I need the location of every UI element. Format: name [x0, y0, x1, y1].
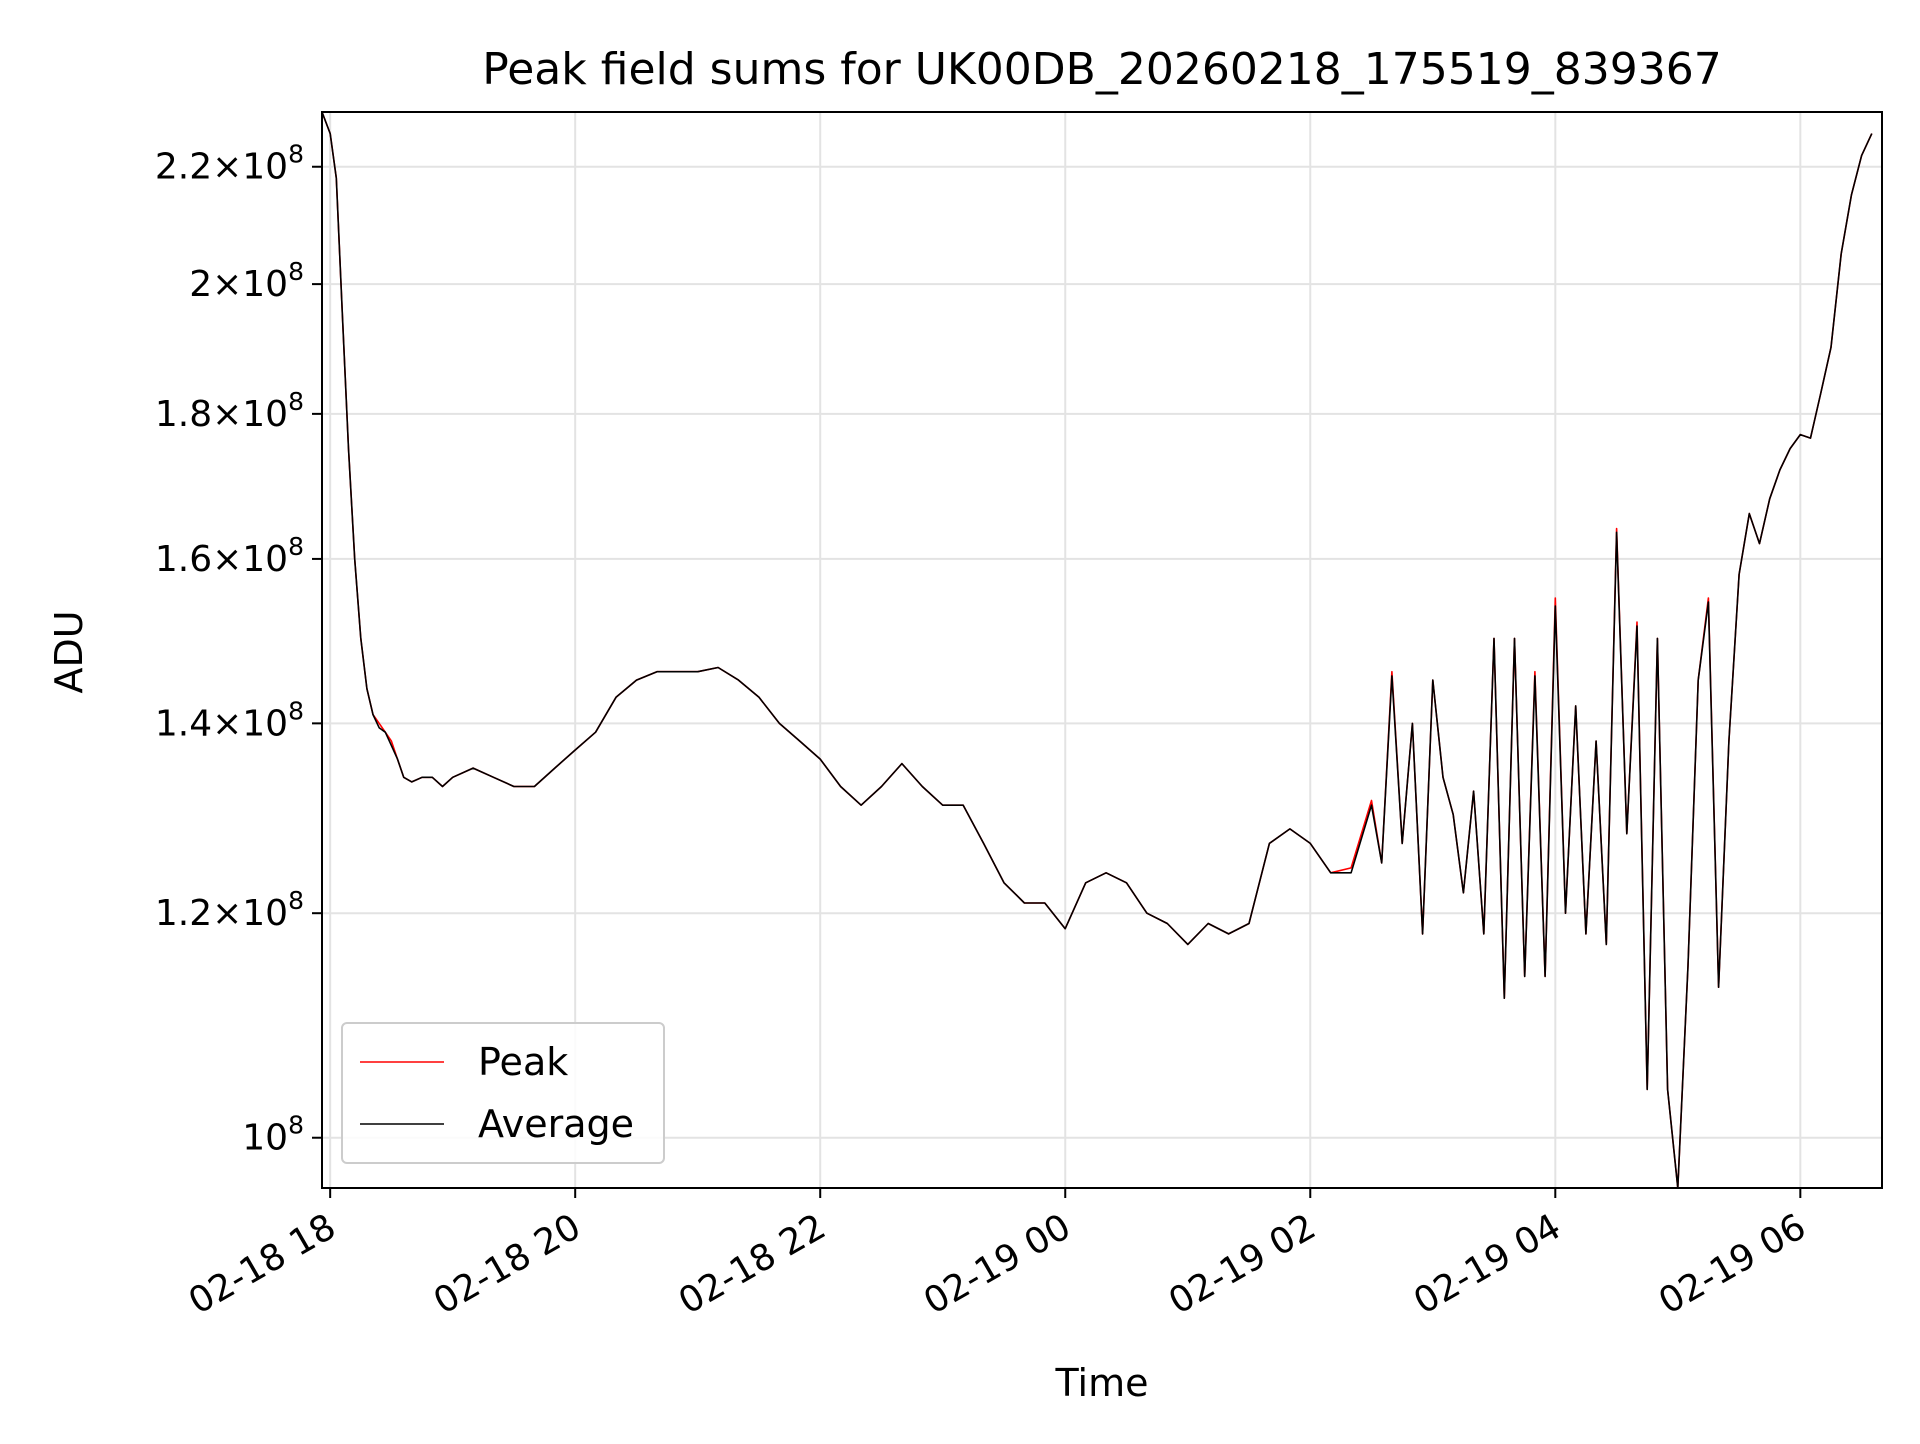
plot-frame: [321, 111, 1883, 1189]
legend-box: [341, 1022, 665, 1164]
y-tick-label: 2×108: [189, 257, 304, 305]
y-tick-exponent: 8: [288, 886, 304, 915]
y-tick-mantissa: 1.2: [155, 893, 212, 934]
y-tick-mantissa: 1.8: [155, 394, 212, 435]
y-axis-label: ADU: [47, 610, 91, 693]
y-tick-times: ×10: [212, 703, 288, 744]
y-tick-exponent: 8: [288, 387, 304, 416]
y-tick-label: 1.4×108: [155, 696, 304, 744]
legend-label-peak: Peak: [478, 1040, 568, 1084]
y-tick-mantissa: 2.2: [155, 147, 212, 188]
y-tick-times: ×10: [212, 147, 288, 188]
y-tick-mantissa: 2: [189, 264, 212, 305]
y-tick-times: ×10: [212, 264, 288, 305]
y-tick-times: ×10: [212, 394, 288, 435]
y-tick-times: ×10: [212, 539, 288, 580]
y-tick-exponent: 8: [288, 257, 304, 286]
series-lines: [321, 111, 1873, 1189]
x-axis-label: Time: [1055, 1361, 1149, 1405]
legend: Peak Average: [341, 1022, 665, 1164]
y-tick-label: 1.8×108: [155, 387, 304, 435]
y-tick-base: 10: [242, 1118, 288, 1159]
legend-label-average: Average: [478, 1102, 634, 1146]
y-tick-exponent: 8: [288, 696, 304, 725]
y-tick-exponent: 8: [288, 1111, 304, 1140]
y-tick-times: ×10: [212, 893, 288, 934]
y-tick-mantissa: 1.4: [155, 703, 212, 744]
y-tick-mantissa: 1.6: [155, 539, 212, 580]
series-line-average: [321, 111, 1873, 1189]
y-axis-ticks: 1081.2×1081.4×1081.6×1081.8×1082×1082.2×…: [155, 140, 322, 1159]
y-tick-label: 2.2×108: [155, 140, 304, 188]
y-tick-label: 1.6×108: [155, 532, 304, 580]
y-tick-label: 108: [242, 1111, 304, 1159]
y-tick-exponent: 8: [288, 140, 304, 169]
y-tick-exponent: 8: [288, 532, 304, 561]
chart-title: Peak field sums for UK00DB_20260218_1755…: [482, 44, 1721, 95]
y-tick-label: 1.2×108: [155, 886, 304, 934]
